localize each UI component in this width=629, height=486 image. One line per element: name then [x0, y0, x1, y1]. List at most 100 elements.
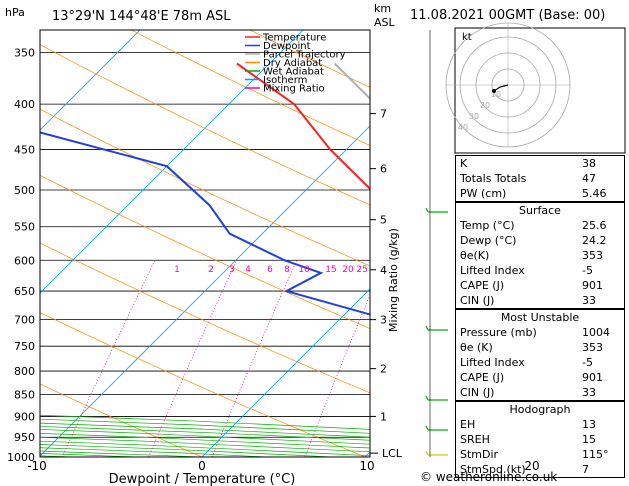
indices-surface-box: Surface Temp (°C) 25.6 Dewp (°C) 24.2 θe(K) 3… — [455, 202, 625, 309]
pressure-tick-label: 950 — [14, 431, 35, 444]
km-tick-label: 4 — [380, 264, 387, 277]
hodograph-frame — [454, 27, 626, 154]
legend-label: Dry Adiabat — [263, 58, 322, 69]
hodograph-ring-label: 30 — [469, 112, 479, 121]
pressure-tick-label: 1000 — [7, 451, 35, 464]
dry-adiabat — [40, 174, 370, 329]
hodo-row: EH 13 — [456, 417, 624, 432]
km-tick-label: 1 — [380, 410, 387, 423]
dry-adiabat — [40, 312, 366, 457]
hodo-value: 115° — [582, 448, 609, 461]
surface-label: CIN (J) — [460, 294, 495, 307]
mu-row: θe (K) 353 — [456, 340, 624, 355]
mu-row: Pressure (mb) 1004 — [456, 325, 624, 340]
mu-value: 33 — [582, 386, 596, 399]
mu-row: CAPE (J) 901 — [456, 370, 624, 385]
mu-label: Pressure (mb) — [460, 326, 537, 339]
wind-barb-tick — [425, 207, 429, 213]
surface-value: 24.2 — [582, 234, 607, 247]
surface-value: 25.6 — [582, 219, 607, 232]
storm-motion-dot — [492, 89, 496, 93]
temperature-tick-label: 10 — [359, 459, 374, 473]
km-tick-label: 7 — [380, 108, 387, 121]
copyright: © weatheronline.co.uk — [420, 470, 558, 484]
surface-row: Temp (°C) 25.6 — [456, 218, 624, 233]
hodograph-ring-label: 40 — [458, 123, 468, 132]
station-title: 13°29'N 144°48'E 78m ASL — [52, 9, 231, 24]
legend-label: Dewpoint — [263, 41, 311, 52]
indices-table: K 38 Totals Totals 47 PW (cm) 5.46 Surface Te… — [455, 155, 625, 478]
dry-adiabat — [40, 44, 370, 206]
mu-value: -5 — [582, 356, 593, 369]
surface-value: -5 — [582, 264, 593, 277]
hodo-label: StmSpd (kt) — [460, 463, 526, 476]
mu-row: Lifted Index -5 — [456, 355, 624, 370]
wind-barb-tick — [425, 325, 429, 331]
wind-barb-tick — [425, 425, 429, 431]
pressure-tick-label: 800 — [14, 365, 35, 378]
indices-hodo-box: Hodograph EH 13 SREH 15 StmDir 115° StmSpd (kt… — [455, 401, 625, 478]
surface-row: CAPE (J) 901 — [456, 278, 624, 293]
wind-barb-tick — [425, 450, 429, 456]
hodo-title: Hodograph — [509, 403, 571, 416]
plot-area — [0, 30, 449, 457]
pressure-tick-label: 750 — [14, 340, 35, 353]
series-dewpoint — [40, 131, 370, 316]
km-tick-label: 6 — [380, 163, 387, 176]
mu-label: θe (K) — [460, 341, 493, 354]
pressure-tick-label: 550 — [14, 221, 35, 234]
pressure-tick-label: 500 — [14, 184, 35, 197]
hodo-label: StmDir — [460, 448, 499, 461]
index-value: 38 — [582, 157, 596, 170]
surface-row: CIN (J) 33 — [456, 293, 624, 308]
pressure-tick-label: 650 — [14, 285, 35, 298]
mixing-ratio-label: 1 — [174, 265, 180, 275]
surface-label: Dewp (°C) — [460, 234, 517, 247]
surface-row: θe(K) 353 — [456, 248, 624, 263]
pressure-tick-label: 450 — [14, 143, 35, 156]
isotherm-line — [40, 125, 370, 457]
legend-label: Mixing Ratio — [263, 84, 325, 95]
mixing-ratio-axis-label: Mixing Ratio (g/kg) — [387, 228, 400, 332]
mixing-ratio-label: 15 — [325, 265, 336, 275]
mu-value: 901 — [582, 371, 603, 384]
dry-adiabat — [40, 242, 370, 394]
dry-adiabat — [40, 108, 370, 267]
hodo-label: EH — [460, 418, 476, 431]
series-temperature — [236, 62, 370, 191]
mu-value: 1004 — [582, 326, 610, 339]
index-row: PW (cm) 5.46 — [456, 186, 624, 201]
km-unit-label: km — [374, 2, 391, 15]
legend-label: Wet Adiabat — [263, 67, 324, 78]
mixing-ratio-label: 25 — [356, 265, 367, 275]
km-tick-label: 3 — [380, 314, 387, 327]
isotherm-line — [40, 30, 141, 131]
wet-adiabat — [0, 30, 6, 457]
surface-title: Surface — [519, 204, 561, 217]
surface-value: 353 — [582, 249, 603, 262]
plot-frame — [39, 29, 371, 458]
hodograph-unit-label: kt — [462, 32, 472, 43]
mixing-ratio-label: 2 — [208, 265, 214, 275]
indices-mu-box: Most Unstable Pressure (mb) 1004 θe (K) 353… — [455, 309, 625, 401]
km-tick-label: 5 — [380, 214, 387, 227]
temperature-tick-label: 0 — [198, 459, 206, 473]
mixing-ratio-label: 10 — [298, 265, 310, 275]
lcl-label: LCL — [382, 447, 403, 460]
isotherm-line — [201, 288, 370, 457]
surface-label: θe(K) — [460, 249, 490, 262]
surface-label: CAPE (J) — [460, 279, 505, 292]
indices-top-box: K 38 Totals Totals 47 PW (cm) 5.46 — [455, 155, 625, 202]
pressure-tick-label: 850 — [14, 388, 35, 401]
mixing-ratio-label: 6 — [267, 265, 273, 275]
legend-label: Isotherm — [263, 75, 307, 86]
legend-label: Temperature — [262, 33, 326, 44]
hodo-label: SREH — [460, 433, 490, 446]
mixing-ratio-line — [373, 260, 449, 457]
pressure-tick-label: 700 — [14, 314, 35, 327]
index-label: Totals Totals — [460, 172, 527, 185]
hodograph-trace — [493, 84, 509, 92]
mixing-ratio-label: 8 — [284, 265, 290, 275]
pressure-tick-label: 600 — [14, 254, 35, 267]
